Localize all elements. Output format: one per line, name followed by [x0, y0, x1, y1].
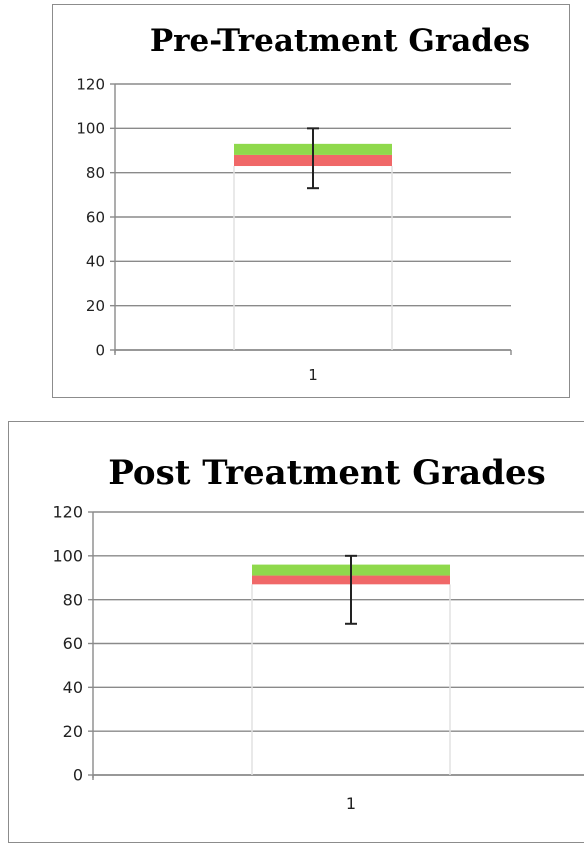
x-tick-label: 1 [346, 794, 356, 813]
y-tick-label: 0 [73, 766, 83, 785]
y-tick-label: 40 [63, 678, 83, 697]
chart-title: Post Treatment Grades [108, 453, 546, 493]
y-tick-label: 100 [52, 546, 83, 565]
x-tick-label: 1 [308, 366, 318, 384]
y-tick-label: 80 [63, 590, 83, 609]
pre-treatment-chart: Pre-Treatment Grades 0 20 40 60 80 100 120 1 [76, 23, 530, 384]
y-tick-label: 120 [52, 503, 83, 522]
chart-title: Pre-Treatment Grades [150, 23, 530, 59]
y-tick-label: 120 [76, 75, 105, 93]
y-tick-label: 20 [86, 297, 105, 315]
y-tick-label: 80 [86, 164, 105, 182]
y-tick-label: 60 [63, 634, 83, 653]
post-treatment-chart-panel: Post Treatment Grades 0 20 40 60 80 100 120 1 [8, 421, 584, 843]
y-tick-label: 100 [76, 120, 105, 138]
y-tick-label: 40 [86, 253, 105, 271]
post-treatment-chart: Post Treatment Grades 0 20 40 60 80 100 120 1 [52, 453, 584, 813]
y-tick-label: 60 [86, 208, 105, 226]
y-tick-label: 20 [63, 722, 83, 741]
pre-treatment-chart-panel: Pre-Treatment Grades 0 20 40 60 80 100 120 1 [52, 4, 570, 398]
y-tick-label: 0 [95, 341, 105, 359]
